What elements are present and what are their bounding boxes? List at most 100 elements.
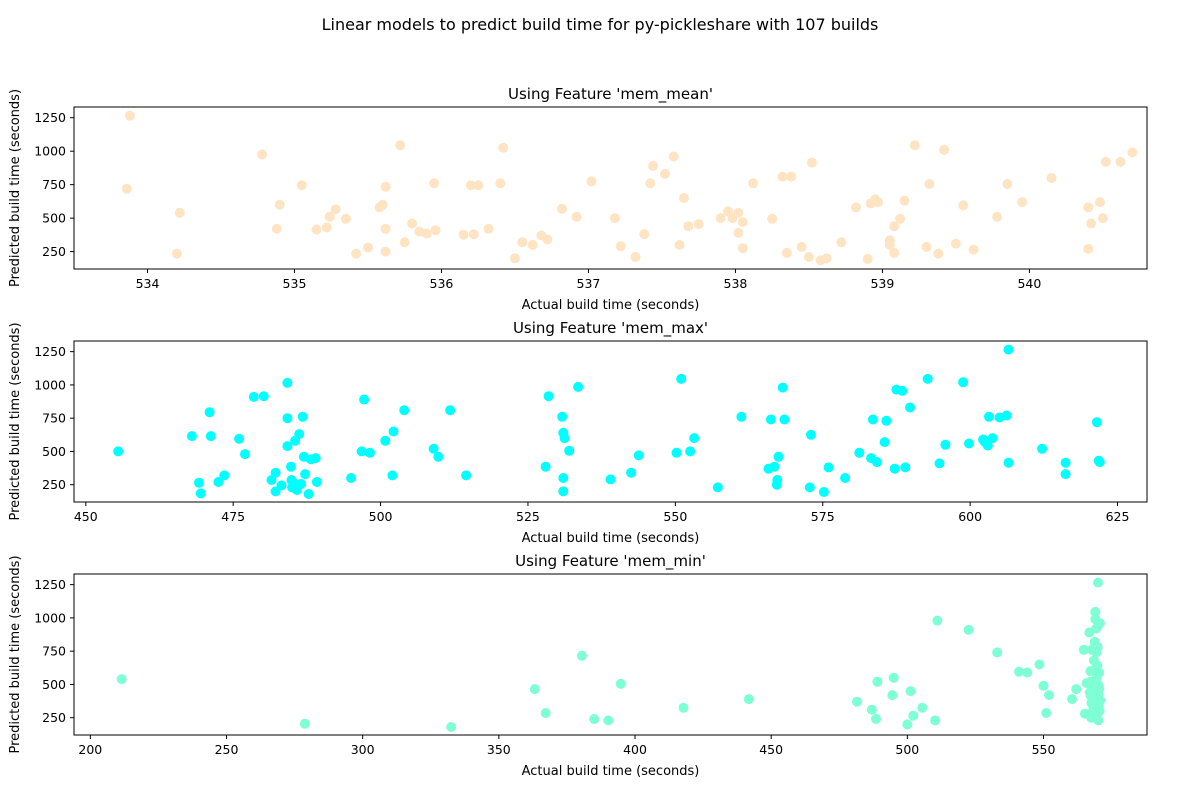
x-tick-label: 500: [895, 742, 919, 757]
scatter-point: [380, 181, 391, 192]
scatter-point: [1094, 457, 1105, 468]
scatter-point: [968, 244, 979, 255]
scatter-point: [733, 207, 744, 218]
scatter-point: [174, 207, 185, 218]
scatter-point: [659, 168, 670, 179]
scatter-point: [542, 234, 553, 245]
y-tick-label: 1250: [34, 344, 66, 359]
scatter-point: [1071, 684, 1082, 695]
scatter-point: [872, 676, 883, 687]
scatter-point: [639, 229, 650, 240]
scatter-point: [930, 715, 941, 726]
scatter-point: [297, 411, 308, 422]
x-axis-label: Actual build time (seconds): [522, 531, 700, 546]
scatter-point: [781, 247, 792, 258]
figure-suptitle: Linear models to predict build time for …: [322, 15, 879, 34]
scatter-point: [213, 477, 224, 487]
scatter-point: [888, 672, 899, 683]
x-tick-label: 536: [430, 276, 454, 291]
scatter-point: [900, 462, 911, 473]
scatter-point: [429, 178, 440, 189]
scatter-points: [113, 344, 1105, 499]
scatter-point: [473, 180, 484, 191]
scatter-point: [498, 142, 509, 153]
scatter-point: [866, 704, 877, 715]
x-tick-label: 500: [369, 509, 393, 524]
scatter-point: [867, 414, 878, 425]
y-tick-label: 500: [42, 211, 66, 226]
x-tick-label: 540: [1017, 276, 1041, 291]
scatter-point: [899, 195, 910, 206]
scatter-point: [1060, 469, 1071, 480]
y-tick-label: 250: [42, 244, 66, 259]
scatter-point: [1083, 202, 1094, 213]
plot-frame: [73, 340, 1148, 503]
x-tick-label: 539: [870, 276, 894, 291]
scatter-point: [510, 253, 520, 264]
scatter-point: [934, 458, 945, 469]
scatter-point: [1038, 680, 1049, 691]
scatter-point: [1044, 690, 1054, 701]
scatter-point: [171, 248, 182, 259]
scatter-point: [932, 615, 943, 626]
scatter-point: [573, 381, 584, 392]
x-tick-label: 550: [663, 509, 687, 524]
scatter-point: [1091, 417, 1102, 428]
scatter-point: [1041, 708, 1052, 718]
scatter-point: [924, 179, 935, 189]
scatter-point: [1127, 147, 1138, 158]
scatter-point: [648, 160, 659, 171]
y-tick-label: 1250: [34, 577, 66, 592]
scatter-point: [992, 647, 1003, 658]
scatter-point: [767, 213, 778, 224]
scatter-point: [1067, 694, 1078, 705]
scatter-point: [311, 224, 322, 235]
scatter-point: [671, 447, 682, 458]
scatter-point: [377, 199, 388, 210]
scatter-point: [630, 252, 641, 262]
scatter-point: [465, 180, 476, 191]
scatter-point: [576, 650, 587, 661]
scatter-point: [743, 694, 754, 705]
scatter-point: [540, 708, 551, 718]
scatter-point: [1034, 659, 1045, 670]
scatter-point: [854, 447, 865, 458]
subplot-3: 200 250 300 350 400 450 500 550 250 500 750 1000 125…: [8, 552, 1148, 779]
scatter-point: [380, 223, 391, 234]
plot-frame: [73, 106, 1148, 270]
scatter-point: [1003, 344, 1014, 355]
scatter-point: [296, 479, 306, 489]
scatter-point: [124, 110, 135, 121]
scatter-point: [430, 225, 441, 236]
scatter-point: [564, 445, 575, 456]
scatter-point: [557, 411, 568, 422]
scatter-point: [862, 254, 873, 264]
scatter-point: [446, 722, 457, 732]
scatter-point: [908, 710, 919, 721]
scatter-point: [468, 229, 479, 240]
y-tick-label: 1000: [34, 377, 66, 392]
scatter-point: [905, 686, 916, 697]
scatter-point: [950, 238, 961, 249]
scatter-point: [1115, 156, 1126, 167]
y-axis-label: Predicted build time (seconds): [8, 555, 23, 753]
x-tick-label: 200: [78, 742, 102, 757]
y-tick-label: 500: [42, 677, 66, 692]
scatter-point: [558, 486, 569, 497]
scatter-point: [683, 221, 694, 232]
y-tick-label: 1000: [34, 144, 66, 159]
scatter-point: [887, 690, 898, 701]
scatter-point: [1086, 218, 1097, 229]
scatter-point: [872, 457, 882, 468]
scatter-point: [340, 213, 351, 224]
scatter-point: [803, 252, 814, 262]
scatter-point: [1083, 243, 1094, 254]
scatter-point: [693, 219, 704, 230]
scatter-point: [905, 402, 915, 413]
scatter-point: [889, 463, 900, 474]
scatter-point: [772, 475, 783, 485]
scatter-point: [1097, 213, 1108, 224]
scatter-point: [1094, 706, 1105, 716]
scatter-point: [712, 482, 723, 493]
scatter-point: [529, 684, 540, 695]
